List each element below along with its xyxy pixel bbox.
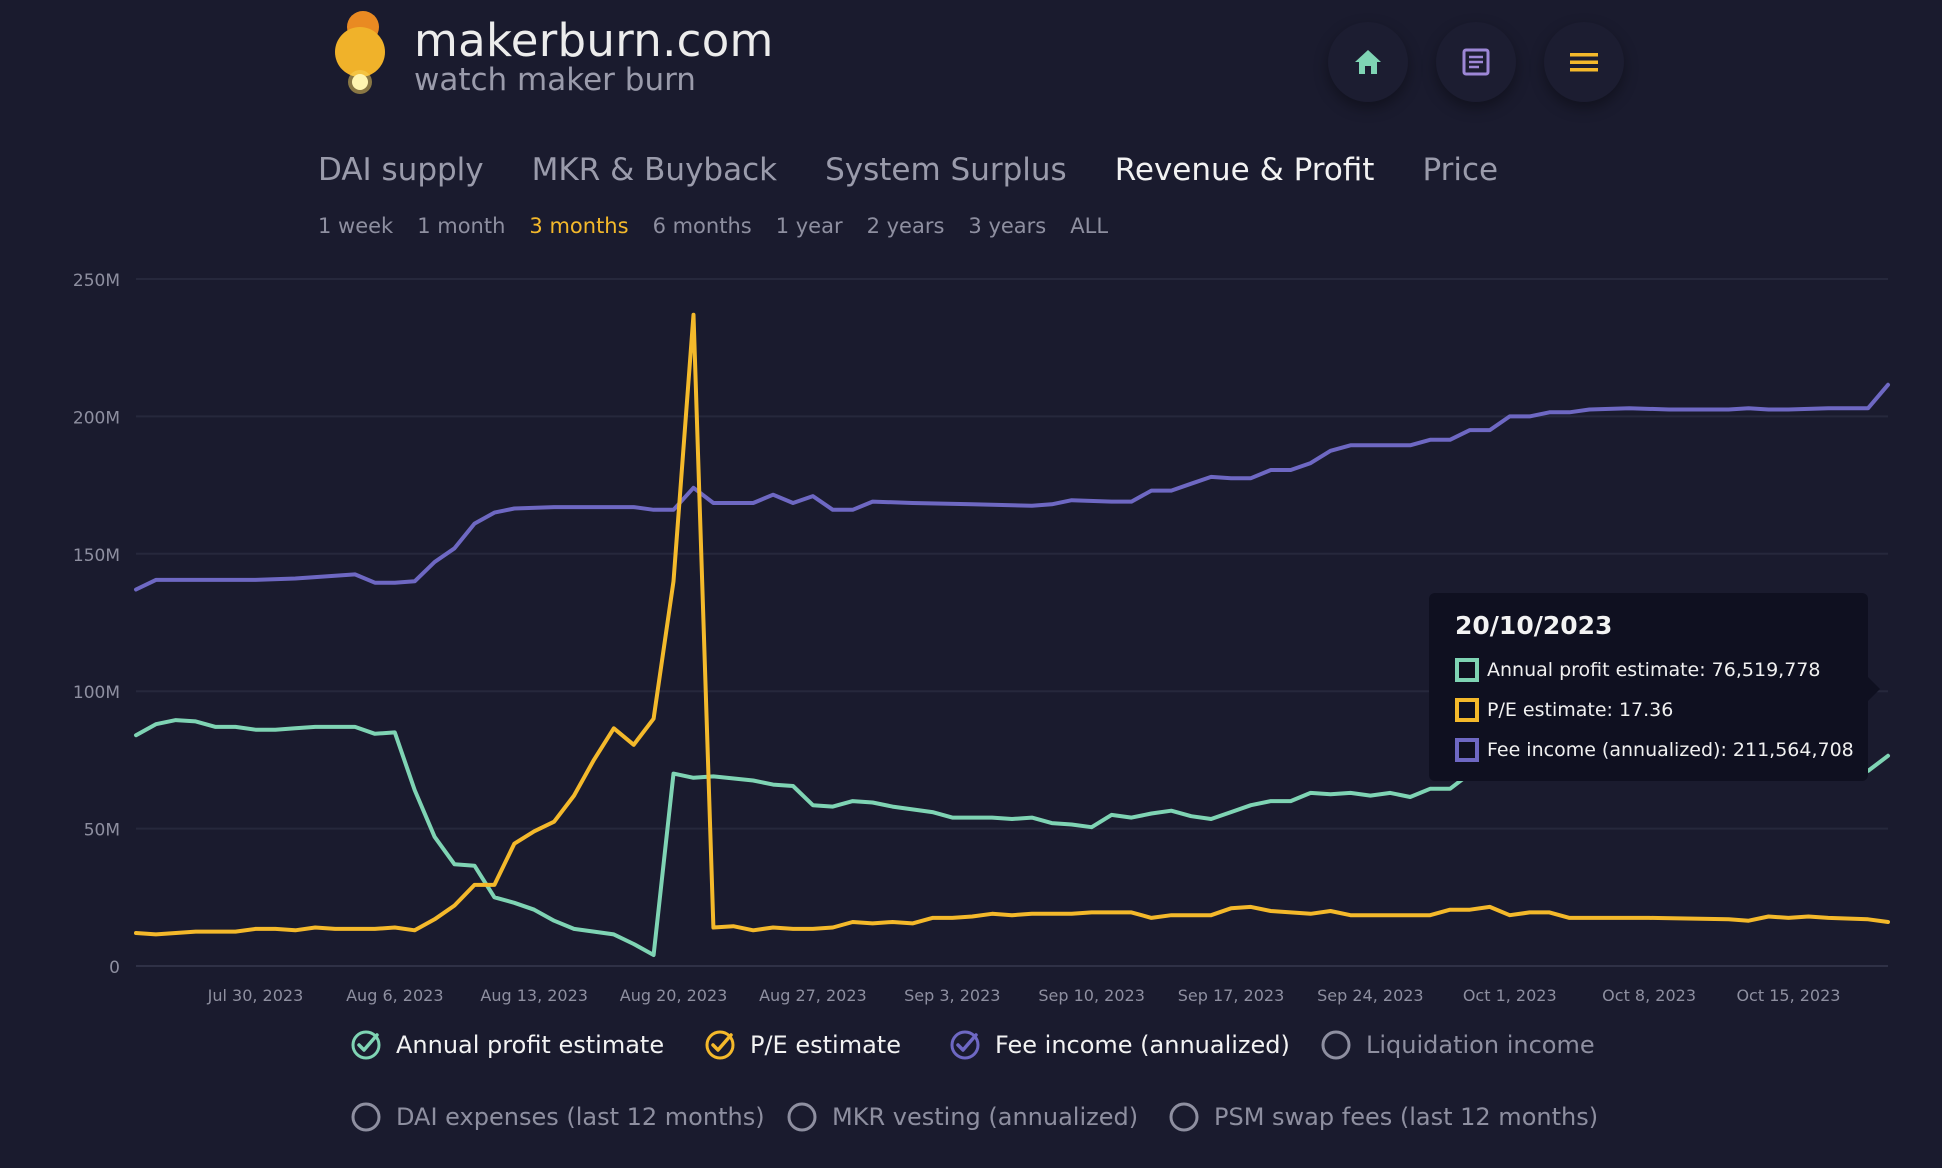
legend-label: PSM swap fees (last 12 months) [1214,1103,1599,1131]
range-1-year[interactable]: 1 year [775,214,843,238]
legend-label: P/E estimate [750,1031,901,1059]
legend-label: Fee income (annualized) [995,1031,1290,1059]
x-tick-label: Oct 15, 2023 [1736,986,1840,1005]
check-circle-icon [351,1030,381,1060]
tooltip-pe-text: P/E estimate: 17.36 [1487,699,1674,721]
tab-dai-supply[interactable]: DAI supply [318,152,484,188]
fee-swatch-icon [1455,738,1479,762]
y-tick-label: 100M [73,683,120,703]
x-tick-label: Aug 27, 2023 [759,986,867,1005]
legend-annual-profit[interactable]: Annual profit estimate [350,1029,664,1061]
series-line-fee-income-annualized[interactable] [134,382,1890,592]
range-6-months[interactable]: 6 months [652,214,752,238]
time-range-selector: 1 week 1 month 3 months 6 months 1 year … [318,214,1108,238]
range-2-years[interactable]: 2 years [866,214,945,238]
site-title[interactable]: makerburn.com [414,14,774,67]
legend-fee-income[interactable]: Fee income (annualized) [949,1029,1290,1061]
x-tick-label: Sep 17, 2023 [1178,986,1285,1005]
legend-dai-expenses[interactable]: DAI expenses (last 12 months) [350,1101,765,1133]
circle-icon [1321,1030,1351,1060]
chart-series [134,312,1890,957]
document-icon [1462,48,1490,76]
menu-icon [1570,53,1598,72]
range-3-months[interactable]: 3 months [529,214,629,238]
check-circle-icon [705,1030,735,1060]
range-3-years[interactable]: 3 years [968,214,1047,238]
chart-tooltip: 20/10/2023 Annual profit estimate: 76,51… [1429,593,1880,781]
x-tick-label: Jul 30, 2023 [207,986,304,1005]
x-axis-ticks: Jul 30, 2023 Aug 6, 2023 Aug 13, 2023 Aug 2… [207,986,1841,1005]
x-tick-label: Sep 3, 2023 [904,986,1000,1005]
tooltip-row-fee: Fee income (annualized): 211,564,708 [1455,730,1854,770]
chart-tabs: DAI supply MKR & Buyback System Surplus … [318,152,1498,188]
y-tick-label: 0 [109,958,120,978]
docs-button[interactable] [1436,22,1516,102]
site-subtitle: watch maker burn [414,62,696,98]
tab-mkr-buyback[interactable]: MKR & Buyback [531,152,778,188]
check-circle-icon [950,1030,980,1060]
legend-liquidation-income[interactable]: Liquidation income [1320,1029,1595,1061]
y-axis-ticks: 0 50M 100M 150M 200M 250M [73,271,120,978]
tooltip-row-pe: P/E estimate: 17.36 [1455,690,1842,730]
y-tick-label: 50M [84,821,120,841]
legend-label: MKR vesting (annualized) [832,1103,1139,1131]
makerburn-logo [335,11,385,94]
legend-label: Liquidation income [1366,1031,1595,1059]
menu-button[interactable] [1544,22,1624,102]
circle-icon [351,1102,381,1132]
profit-swatch-icon [1455,658,1479,682]
legend-label: Annual profit estimate [396,1031,665,1059]
y-tick-label: 250M [73,271,120,291]
pe-swatch-icon [1455,698,1479,722]
legend-mkr-vesting[interactable]: MKR vesting (annualized) [786,1101,1138,1133]
tab-price[interactable]: Price [1422,152,1499,188]
home-button[interactable] [1328,22,1408,102]
x-tick-label: Oct 1, 2023 [1463,986,1557,1005]
legend-pe-estimate[interactable]: P/E estimate [704,1029,901,1061]
tab-system-surplus[interactable]: System Surplus [825,152,1067,188]
x-tick-label: Sep 10, 2023 [1038,986,1145,1005]
x-tick-label: Aug 20, 2023 [620,986,728,1005]
chart-grid [136,278,1888,967]
circle-icon [787,1102,817,1132]
range-1-week[interactable]: 1 week [318,214,394,238]
tooltip-row-profit: Annual profit estimate: 76,519,778 [1455,650,1842,690]
circle-icon [1169,1102,1199,1132]
x-tick-label: Aug 6, 2023 [346,986,443,1005]
y-tick-label: 200M [73,408,120,428]
tooltip-profit-text: Annual profit estimate: 76,519,778 [1487,659,1821,681]
x-tick-label: Aug 13, 2023 [480,986,588,1005]
home-icon [1355,50,1381,74]
range-1-month[interactable]: 1 month [417,214,506,238]
x-tick-label: Sep 24, 2023 [1317,986,1424,1005]
range-all[interactable]: ALL [1070,214,1109,238]
series-line-annual-profit-estimate[interactable] [134,718,1890,957]
tooltip-fee-text: Fee income (annualized): 211,564,708 [1487,739,1854,761]
legend-label: DAI expenses (last 12 months) [396,1103,765,1131]
series-line-p-e-estimate[interactable] [134,312,1890,937]
x-tick-label: Oct 8, 2023 [1602,986,1696,1005]
tab-revenue-profit[interactable]: Revenue & Profit [1114,152,1375,188]
tooltip-date: 20/10/2023 [1455,611,1613,640]
y-tick-label: 150M [73,546,120,566]
legend-psm-swap-fees[interactable]: PSM swap fees (last 12 months) [1168,1101,1598,1133]
